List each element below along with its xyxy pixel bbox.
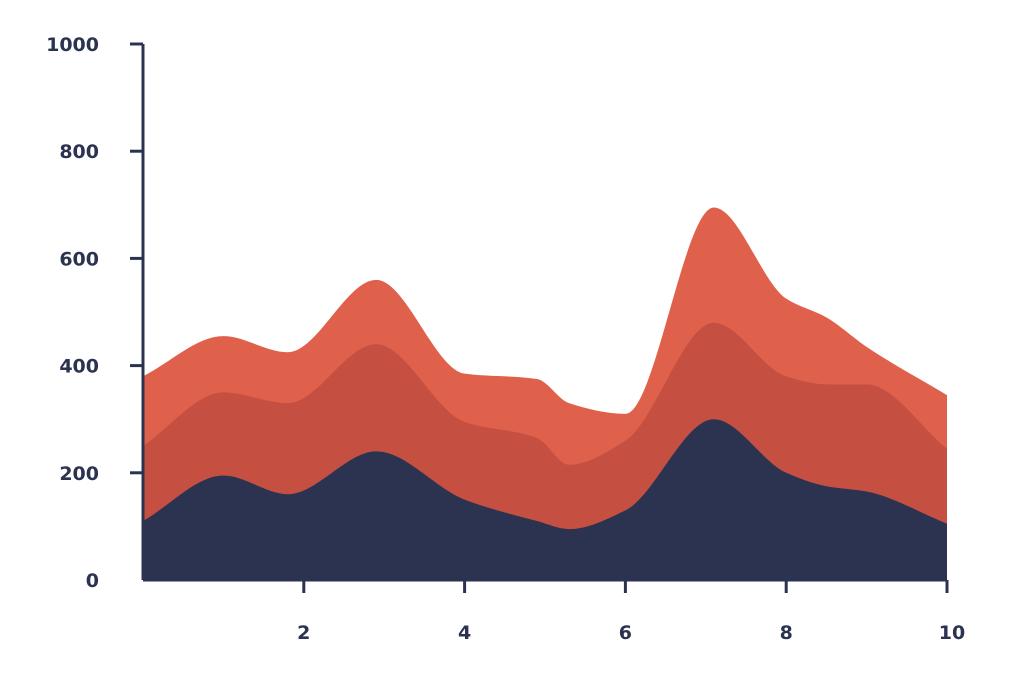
x-axis-ticks: 2 4 6 8 10	[297, 580, 965, 644]
y-tick-label: 1000	[46, 34, 99, 56]
area-layers	[143, 207, 947, 580]
x-tick-label: 2	[297, 622, 310, 644]
y-tick-label: 200	[59, 463, 99, 485]
y-tick-label: 0	[86, 570, 99, 592]
x-tick-label: 10	[939, 622, 965, 644]
x-tick-label: 6	[619, 622, 632, 644]
y-tick-label: 800	[59, 141, 99, 163]
y-tick-label: 400	[59, 356, 99, 378]
x-tick-label: 4	[458, 622, 471, 644]
y-axis-ticks: 0 200 400 600 800 1000	[46, 34, 143, 592]
axes	[141, 44, 947, 582]
x-tick-label: 8	[780, 622, 793, 644]
area-layer-1	[143, 419, 947, 580]
y-tick-label: 600	[59, 248, 99, 270]
